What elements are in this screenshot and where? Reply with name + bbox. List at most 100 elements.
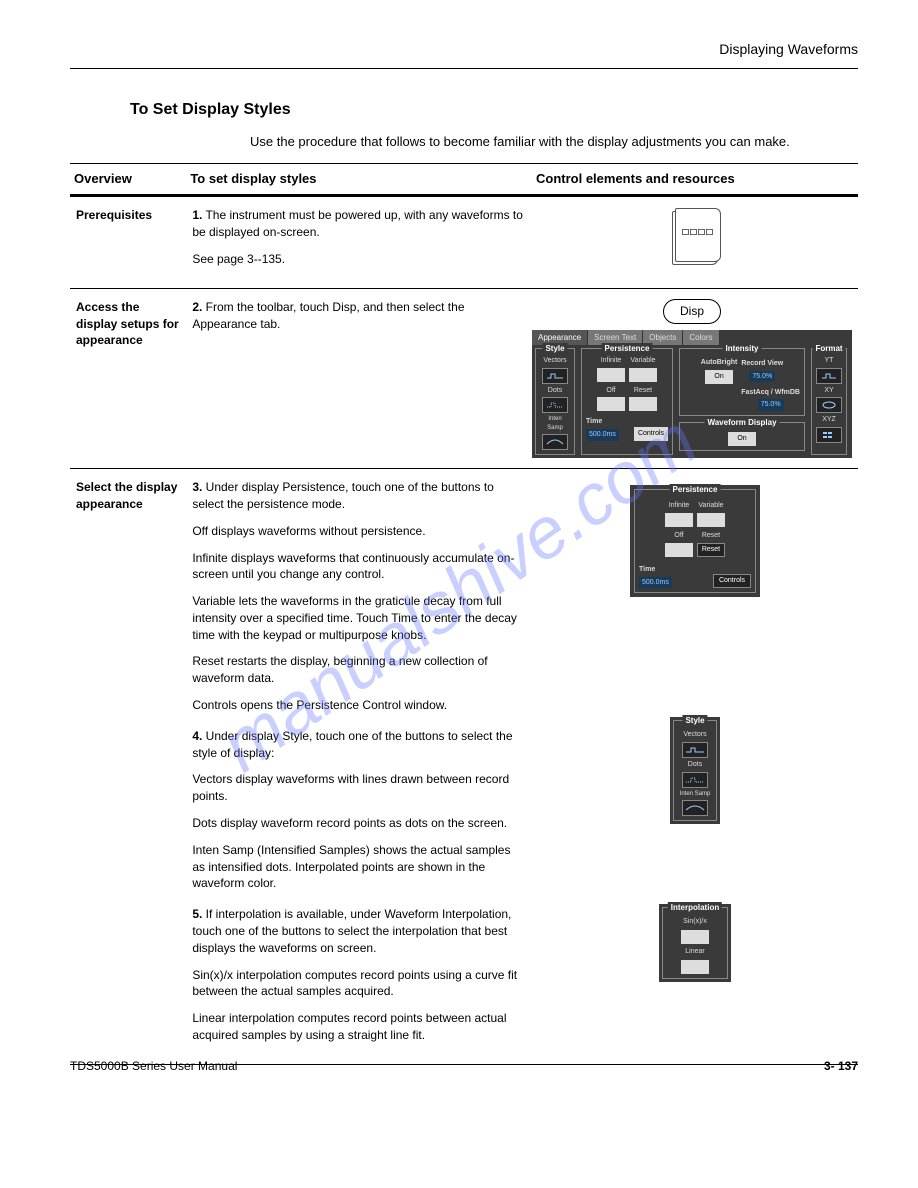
section-header: Displaying Waveforms <box>70 40 858 60</box>
recordview-label: Record View <box>741 359 783 369</box>
mini-style-inten-btn[interactable] <box>682 800 708 816</box>
style-vectors-label: Vectors <box>543 356 566 366</box>
row3-step4-no: 4. <box>192 729 202 743</box>
style-dots-btn[interactable] <box>542 397 568 413</box>
row3-interp-linear: Linear interpolation computes record poi… <box>192 1010 526 1044</box>
persist-var-btn[interactable] <box>629 368 657 382</box>
row2-text: From the toolbar, touch Disp, and then s… <box>192 300 464 331</box>
row1-label: Prerequisites <box>70 196 186 288</box>
mini-style-vectors-btn[interactable] <box>682 742 708 758</box>
row2-resource: Disp Appearance Screen Text Objects Colo… <box>532 288 858 468</box>
book-icon <box>666 207 724 269</box>
fastacq-value[interactable]: 75.0% <box>758 399 784 411</box>
persist-title: Persistence <box>602 343 653 354</box>
row3-step-no: 3. <box>192 480 202 494</box>
mini-persist-time-value[interactable]: 500.0ms <box>639 577 672 589</box>
style-inten-label: Inten Samp <box>540 415 570 432</box>
format-xyz-btn[interactable] <box>816 427 842 443</box>
mini-persist-time-label: Time <box>639 565 655 575</box>
persist-inf-label: Infinite <box>601 356 622 366</box>
mini-interp-panel: Interpolation Sin(x)/x Linear <box>659 904 731 982</box>
page-footer: TDS5000B Series User Manual 3- 137 <box>70 1058 858 1075</box>
row3-persist-off: Off displays waveforms without persisten… <box>192 523 526 540</box>
mini-style-dots-btn[interactable] <box>682 772 708 788</box>
persist-reset-label: Reset <box>634 386 652 396</box>
persist-inf-btn[interactable] <box>597 368 625 382</box>
format-yt-btn[interactable] <box>816 368 842 384</box>
row2-step-no: 2. <box>192 300 202 314</box>
row2-body: 2. From the toolbar, touch Disp, and the… <box>186 288 532 468</box>
autobright-btn[interactable]: On <box>705 370 733 384</box>
tab-colors[interactable]: Colors <box>683 330 719 345</box>
row3-style-intro: Under display Style, touch one of the bu… <box>192 729 512 760</box>
mini-interp-linear-btn[interactable] <box>681 960 709 974</box>
format-xy-label: XY <box>824 386 833 396</box>
mini-persist-var-label: Variable <box>698 501 723 511</box>
row1-body: 1. The instrument must be powered up, wi… <box>186 196 532 288</box>
mini-persist-off-btn[interactable] <box>665 543 693 557</box>
row1-text: The instrument must be powered up, with … <box>192 208 523 239</box>
mini-style-panel: Style Vectors Dots Inten Samp <box>670 717 720 824</box>
row3-step5-no: 5. <box>192 907 202 921</box>
mini-interp-sinx-label: Sin(x)/x <box>683 917 707 927</box>
mini-interp-title: Interpolation <box>668 902 722 913</box>
row1-resource <box>532 196 858 288</box>
style-inten-btn[interactable] <box>542 434 568 450</box>
mini-style-dots-label: Dots <box>688 760 702 770</box>
mini-style-title: Style <box>682 715 707 726</box>
header-divider <box>70 68 858 69</box>
persistence-group: Persistence Infinite Variable Off Reset <box>581 348 673 455</box>
mini-persist-reset-btn[interactable]: Reset <box>697 543 725 557</box>
autobright-label: AutoBright <box>701 358 738 368</box>
wfmdisp-title: Waveform Display <box>704 417 779 428</box>
disp-button[interactable]: Disp <box>663 299 721 324</box>
intensity-group: Intensity AutoBright On Record View <box>679 348 805 416</box>
style-title: Style <box>542 343 567 354</box>
footer-right: 3- 137 <box>824 1058 858 1075</box>
row1-step-no: 1. <box>192 208 202 222</box>
format-title: Format <box>812 343 845 354</box>
persist-controls-btn[interactable]: Controls <box>634 427 668 441</box>
mini-interp-linear-label: Linear <box>685 947 704 957</box>
mini-persist-controls-btn[interactable]: Controls <box>713 574 751 588</box>
persist-time-value[interactable]: 500.0ms <box>586 429 619 441</box>
mini-style-inten-label: Inten Samp <box>680 790 711 798</box>
mini-persist-inf-btn[interactable] <box>665 513 693 527</box>
steps-table: Overview To set display styles Control e… <box>70 163 858 1065</box>
th-resources: Control elements and resources <box>532 164 858 196</box>
format-xy-btn[interactable] <box>816 397 842 413</box>
mini-persist-off-label: Off <box>674 531 683 541</box>
persist-off-btn[interactable] <box>597 397 625 411</box>
row3-style-dots: Dots display waveform record points as d… <box>192 815 526 832</box>
style-vectors-btn[interactable] <box>542 368 568 384</box>
mini-persist-reset-label: Reset <box>702 531 720 541</box>
recordview-value[interactable]: 75.0% <box>749 371 775 383</box>
format-xyz-label: XYZ <box>822 415 836 425</box>
mini-persistence-panel: Persistence Infinite Variable Off Reset R… <box>630 485 760 597</box>
wfmdisp-btn[interactable]: On <box>728 432 756 446</box>
intro-title: To Set Display Styles <box>130 99 858 121</box>
row3-persist-var: Variable lets the waveforms in the grati… <box>192 593 526 643</box>
mini-interp-sinx-btn[interactable] <box>681 930 709 944</box>
mini-style-vectors-label: Vectors <box>683 730 706 740</box>
row3-style-vectors: Vectors display waveforms with lines dra… <box>192 771 526 805</box>
intro-paragraph: Use the procedure that follows to become… <box>250 133 858 151</box>
mini-persist-inf-label: Infinite <box>669 501 690 511</box>
row3-persist-controls: Controls opens the Persistence Control w… <box>192 697 526 714</box>
row3-interp-sinx: Sin(x)/x interpolation computes record p… <box>192 967 526 1001</box>
row3-persist-inf: Infinite displays waveforms that continu… <box>192 550 526 584</box>
mini-persist-title: Persistence <box>670 484 721 495</box>
mini-persist-var-btn[interactable] <box>697 513 725 527</box>
row3-persist-intro: Under display Persistence, touch one of … <box>192 480 494 511</box>
footer-left: TDS5000B Series User Manual <box>70 1058 237 1075</box>
row3-body: 3. Under display Persistence, touch one … <box>186 469 532 1065</box>
persist-var-label: Variable <box>630 356 655 366</box>
appearance-panel: Appearance Screen Text Objects Colors St… <box>532 330 852 459</box>
row2-label: Access the display setups for appearance <box>70 288 186 468</box>
persist-off-label: Off <box>606 386 615 396</box>
row3-interp-intro: If interpolation is available, under Wav… <box>192 907 511 955</box>
row3-persist-reset: Reset restarts the display, beginning a … <box>192 653 526 687</box>
th-overview: Overview <box>70 164 186 196</box>
persist-reset-btn[interactable] <box>629 397 657 411</box>
fastacq-label: FastAcq / WfmDB <box>741 388 800 398</box>
